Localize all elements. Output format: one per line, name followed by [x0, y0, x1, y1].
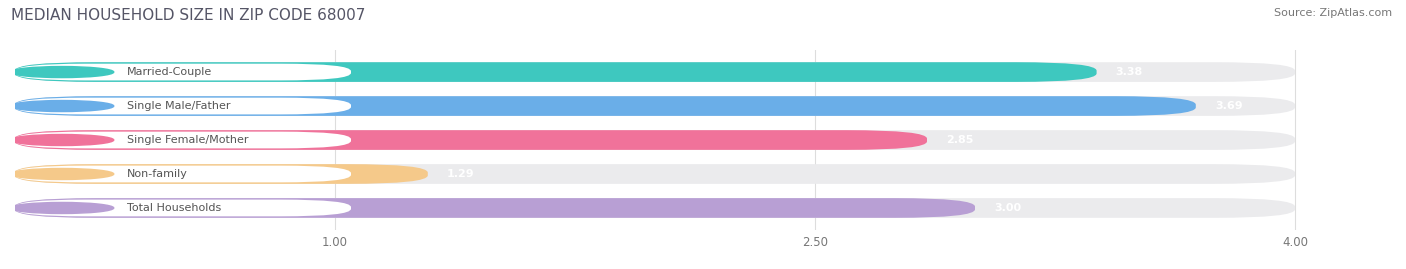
FancyBboxPatch shape — [15, 98, 352, 114]
Text: Source: ZipAtlas.com: Source: ZipAtlas.com — [1274, 8, 1392, 18]
FancyBboxPatch shape — [15, 200, 352, 216]
Text: Married-Couple: Married-Couple — [127, 67, 212, 77]
Text: Single Male/Father: Single Male/Father — [127, 101, 231, 111]
FancyBboxPatch shape — [15, 166, 352, 182]
FancyBboxPatch shape — [15, 132, 352, 148]
Circle shape — [10, 66, 114, 77]
Text: 2.85: 2.85 — [946, 135, 973, 145]
FancyBboxPatch shape — [15, 198, 974, 218]
Circle shape — [10, 134, 114, 146]
Text: Total Households: Total Households — [127, 203, 221, 213]
Text: Single Female/Mother: Single Female/Mother — [127, 135, 247, 145]
FancyBboxPatch shape — [15, 130, 927, 150]
Text: 1.29: 1.29 — [447, 169, 475, 179]
FancyBboxPatch shape — [15, 64, 352, 80]
FancyBboxPatch shape — [15, 164, 427, 184]
Text: 3.00: 3.00 — [994, 203, 1021, 213]
Text: 3.38: 3.38 — [1116, 67, 1143, 77]
FancyBboxPatch shape — [15, 96, 1295, 116]
FancyBboxPatch shape — [15, 198, 1295, 218]
Text: MEDIAN HOUSEHOLD SIZE IN ZIP CODE 68007: MEDIAN HOUSEHOLD SIZE IN ZIP CODE 68007 — [11, 8, 366, 23]
Text: 3.69: 3.69 — [1215, 101, 1243, 111]
FancyBboxPatch shape — [15, 164, 1295, 184]
Circle shape — [10, 203, 114, 214]
FancyBboxPatch shape — [15, 130, 1295, 150]
FancyBboxPatch shape — [15, 62, 1295, 82]
Circle shape — [10, 101, 114, 112]
FancyBboxPatch shape — [15, 96, 1195, 116]
FancyBboxPatch shape — [15, 62, 1097, 82]
Circle shape — [10, 168, 114, 179]
Text: Non-family: Non-family — [127, 169, 187, 179]
